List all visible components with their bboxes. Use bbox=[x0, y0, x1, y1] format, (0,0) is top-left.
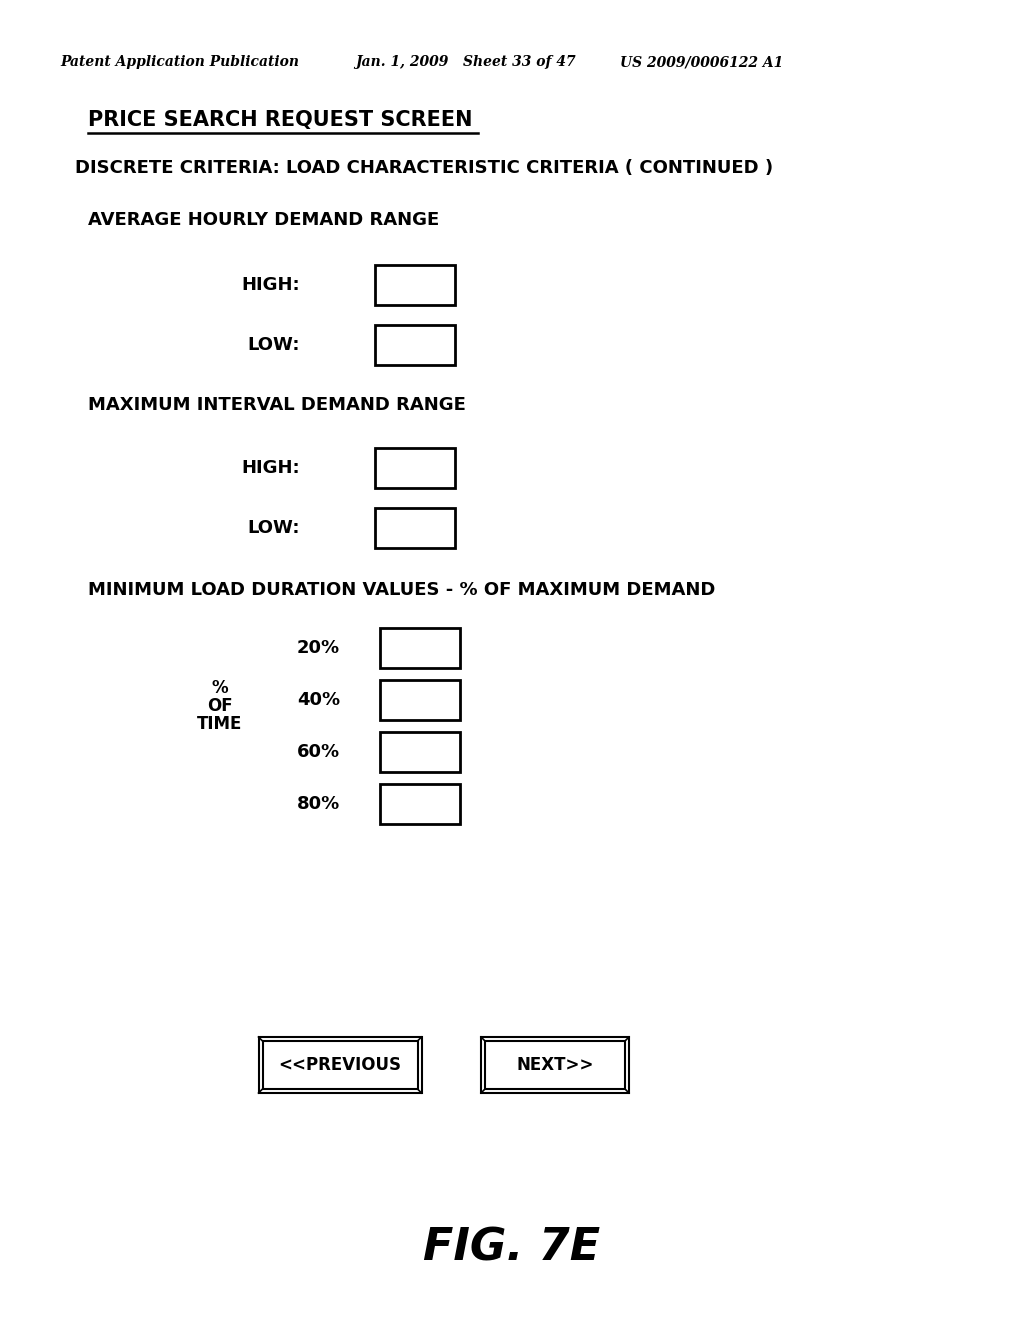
Bar bbox=[262, 1041, 418, 1089]
Bar bbox=[258, 1038, 422, 1093]
Text: HIGH:: HIGH: bbox=[242, 459, 300, 477]
Text: FIG. 7E: FIG. 7E bbox=[424, 1226, 600, 1270]
Text: Patent Application Publication: Patent Application Publication bbox=[60, 55, 299, 69]
Text: NEXT>>: NEXT>> bbox=[516, 1056, 594, 1074]
Text: DISCRETE CRITERIA: LOAD CHARACTERISTIC CRITERIA ( CONTINUED ): DISCRETE CRITERIA: LOAD CHARACTERISTIC C… bbox=[75, 158, 773, 177]
Bar bbox=[380, 680, 460, 719]
Bar bbox=[481, 1038, 629, 1093]
Bar bbox=[375, 447, 455, 488]
Bar bbox=[380, 784, 460, 824]
Bar bbox=[375, 325, 455, 366]
Text: MINIMUM LOAD DURATION VALUES - % OF MAXIMUM DEMAND: MINIMUM LOAD DURATION VALUES - % OF MAXI… bbox=[88, 581, 716, 599]
Text: MAXIMUM INTERVAL DEMAND RANGE: MAXIMUM INTERVAL DEMAND RANGE bbox=[88, 396, 466, 414]
Bar bbox=[375, 265, 455, 305]
Text: PRICE SEARCH REQUEST SCREEN: PRICE SEARCH REQUEST SCREEN bbox=[88, 110, 472, 129]
Text: OF: OF bbox=[207, 697, 232, 715]
Text: 80%: 80% bbox=[297, 795, 340, 813]
Text: HIGH:: HIGH: bbox=[242, 276, 300, 294]
Text: TIME: TIME bbox=[198, 715, 243, 733]
Text: US 2009/0006122 A1: US 2009/0006122 A1 bbox=[620, 55, 783, 69]
Text: 40%: 40% bbox=[297, 690, 340, 709]
Text: Jan. 1, 2009   Sheet 33 of 47: Jan. 1, 2009 Sheet 33 of 47 bbox=[355, 55, 575, 69]
Text: 60%: 60% bbox=[297, 743, 340, 762]
Bar bbox=[485, 1041, 625, 1089]
Text: LOW:: LOW: bbox=[248, 337, 300, 354]
Text: <<PREVIOUS: <<PREVIOUS bbox=[279, 1056, 401, 1074]
Bar bbox=[380, 733, 460, 772]
Text: LOW:: LOW: bbox=[248, 519, 300, 537]
Bar bbox=[380, 628, 460, 668]
Text: AVERAGE HOURLY DEMAND RANGE: AVERAGE HOURLY DEMAND RANGE bbox=[88, 211, 439, 228]
Bar bbox=[375, 508, 455, 548]
Text: 20%: 20% bbox=[297, 639, 340, 657]
Text: %: % bbox=[212, 678, 228, 697]
